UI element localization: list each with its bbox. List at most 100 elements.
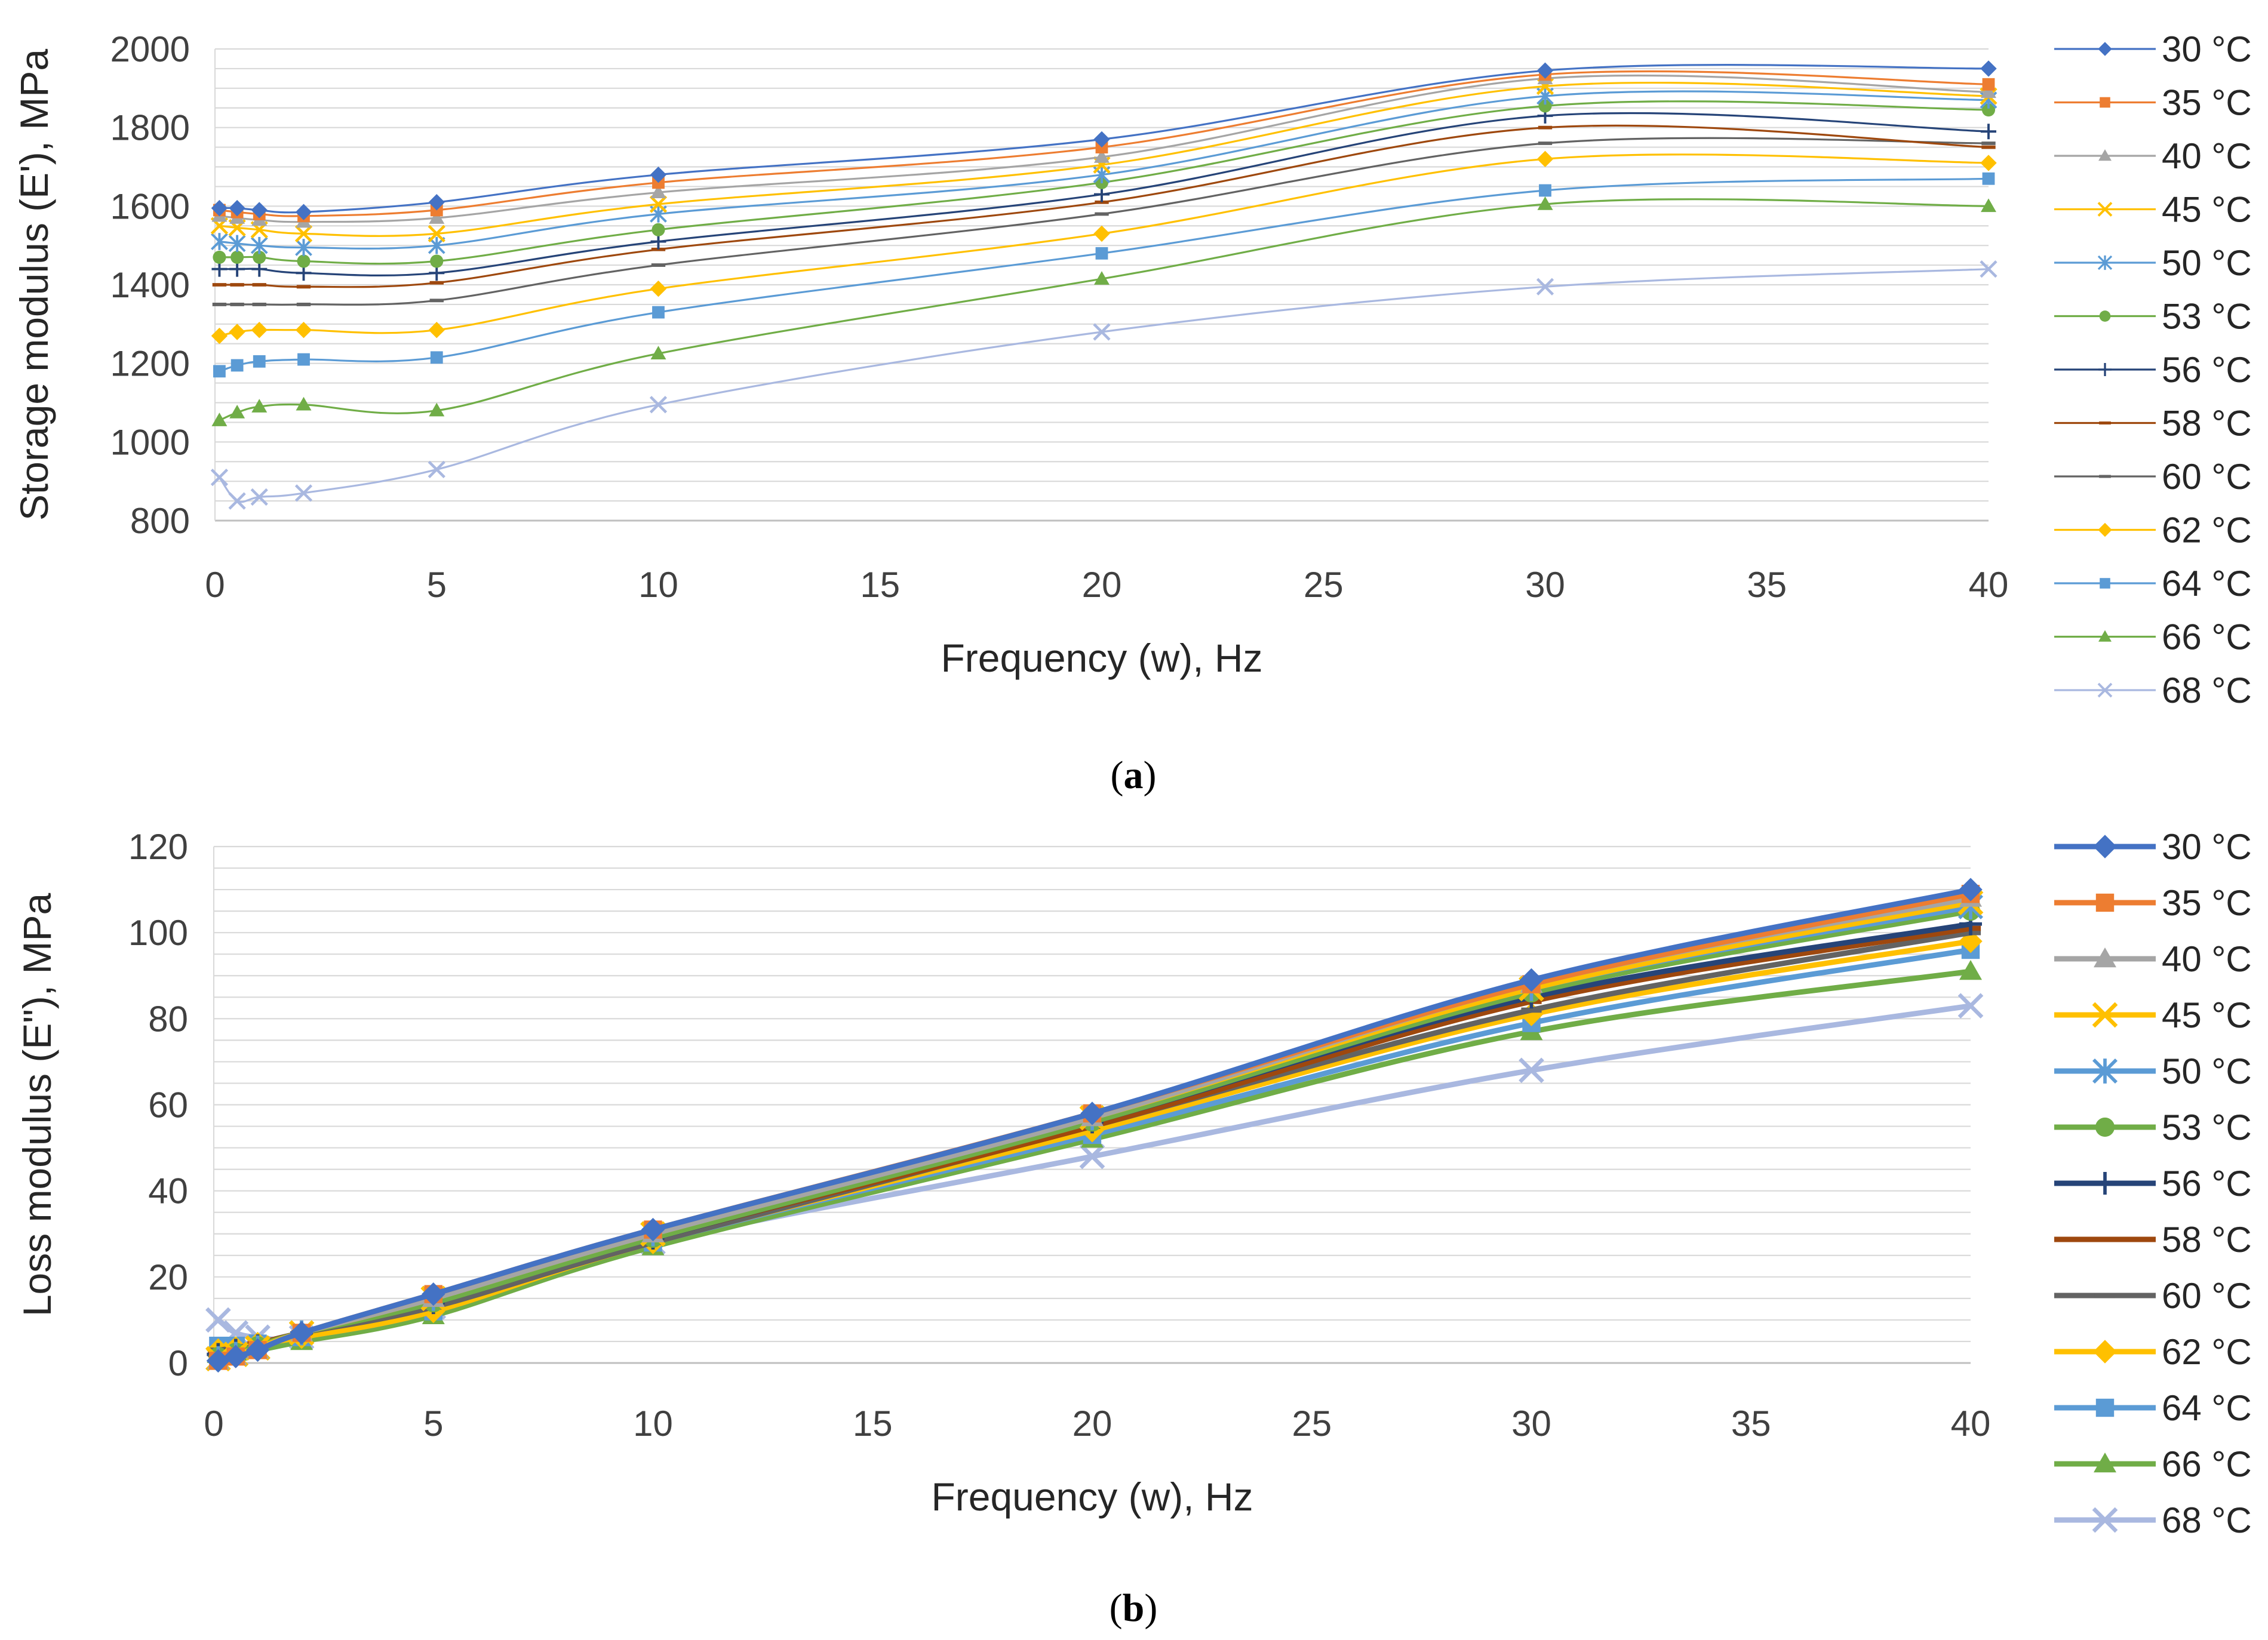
series-line [218,153,1990,337]
legend-item: 30 °C [2054,29,2252,69]
data-point [1981,124,1996,140]
x-tick-label: 25 [1292,1404,1332,1444]
legend-label: 40 °C [2162,136,2252,176]
x-tick-label: 30 [1525,565,1565,605]
legend-label: 68 °C [2162,670,2252,710]
x-tick-label: 10 [638,565,678,605]
legend-item: 56 °C [2054,1164,2252,1204]
legend-item: 45 °C [2054,995,2252,1035]
legend-label: 45 °C [2162,190,2252,230]
legend-label: 30 °C [2162,827,2252,867]
figure-caption: (a) [1111,753,1157,797]
x-axis-label: Frequency (w), Hz [931,1475,1253,1519]
legend-marker [2095,893,2115,912]
series-line [215,968,1974,1358]
series-68-c [210,260,1997,510]
data-point [650,184,666,199]
data-point [1079,1143,1105,1170]
data-point [1537,196,1553,210]
series-line [218,124,1990,288]
caption-part: ( [1111,753,1124,797]
y-tick-label: 80 [148,999,188,1039]
series-64-c [213,172,1995,378]
data-point [1536,150,1554,168]
legend-marker [2092,1002,2118,1028]
data-point [1093,225,1110,242]
series-line [218,198,1990,421]
legend-item: 60 °C [2054,1276,2252,1316]
legend-marker [2098,363,2112,376]
series-line [218,70,1990,217]
data-point [296,265,312,281]
legend-marker [2098,522,2112,537]
data-point [210,468,229,487]
legend-label: 64 °C [2162,564,2252,604]
legend-label: 66 °C [2162,1444,2252,1484]
legend-item: 58 °C [2054,404,2252,444]
data-point [296,396,312,411]
data-point [213,365,226,378]
data-point [295,322,312,339]
data-point [224,1344,248,1368]
y-axis-label: Loss modulus (E"), MPa [15,893,59,1317]
legend-label: 50 °C [2162,243,2252,283]
legend-item: 64 °C [2054,1388,2252,1428]
data-point [1094,186,1110,202]
data-point [297,353,310,366]
legend-item: 50 °C [2054,243,2252,283]
data-point [251,202,268,219]
series-60-c [212,137,1996,306]
figure-caption: (b) [1110,1586,1158,1630]
data-point [650,166,667,183]
legend-item: 40 °C [2054,939,2252,979]
legend-marker [2097,682,2113,698]
x-tick-label: 20 [1082,565,1122,605]
gridlines [215,48,1989,522]
legend-item: 68 °C [2054,670,2252,710]
data-point [211,261,228,277]
legend-item: 66 °C [2054,1444,2252,1484]
series-30-c [211,60,1997,220]
series-line [218,90,1990,250]
data-point [253,250,266,264]
data-point [650,346,666,359]
data-point [429,265,445,281]
x-tick-label: 35 [1747,565,1787,605]
legend-item: 62 °C [2054,1332,2252,1372]
legend-label: 56 °C [2162,1164,2252,1204]
legend-item: 58 °C [2054,1220,2252,1260]
legend-item: 60 °C [2054,457,2252,497]
data-point [649,396,668,414]
series-56-c [211,107,1996,281]
legend-marker [2094,1172,2116,1195]
caption-part: ( [1110,1586,1123,1630]
caption-part: a [1124,753,1144,797]
legend-item: 40 °C [2054,136,2252,176]
data-point [428,224,445,243]
caption-part: ) [1144,753,1157,797]
data-point [253,355,266,368]
legend-marker [2097,202,2113,217]
data-point [430,254,444,268]
legend-item: 53 °C [2054,1107,2252,1147]
series-30-c [206,878,1983,1373]
x-tick-label: 5 [427,565,447,605]
legend-marker [2092,1507,2118,1533]
data-point [429,210,445,224]
legend-item: 68 °C [2054,1500,2252,1540]
series-line [218,100,1990,265]
legend: 30 °C 35 °C 40 °C 45 °C 50 °C 53 °C 56 °C 58 °C… [2054,29,2252,710]
y-tick-label: 1000 [110,422,190,462]
legend-label: 53 °C [2162,1107,2252,1147]
legend-label: 35 °C [2162,83,2252,123]
legend-marker [2092,1058,2118,1084]
data-point [1959,878,1983,901]
legend-label: 60 °C [2162,457,2252,497]
data-point [231,359,244,372]
legend-item: 62 °C [2054,510,2252,550]
y-tick-label: 800 [130,501,190,541]
data-point [428,194,445,211]
data-point [231,250,244,264]
data-point [429,402,445,417]
x-tick-label: 15 [853,1404,893,1444]
